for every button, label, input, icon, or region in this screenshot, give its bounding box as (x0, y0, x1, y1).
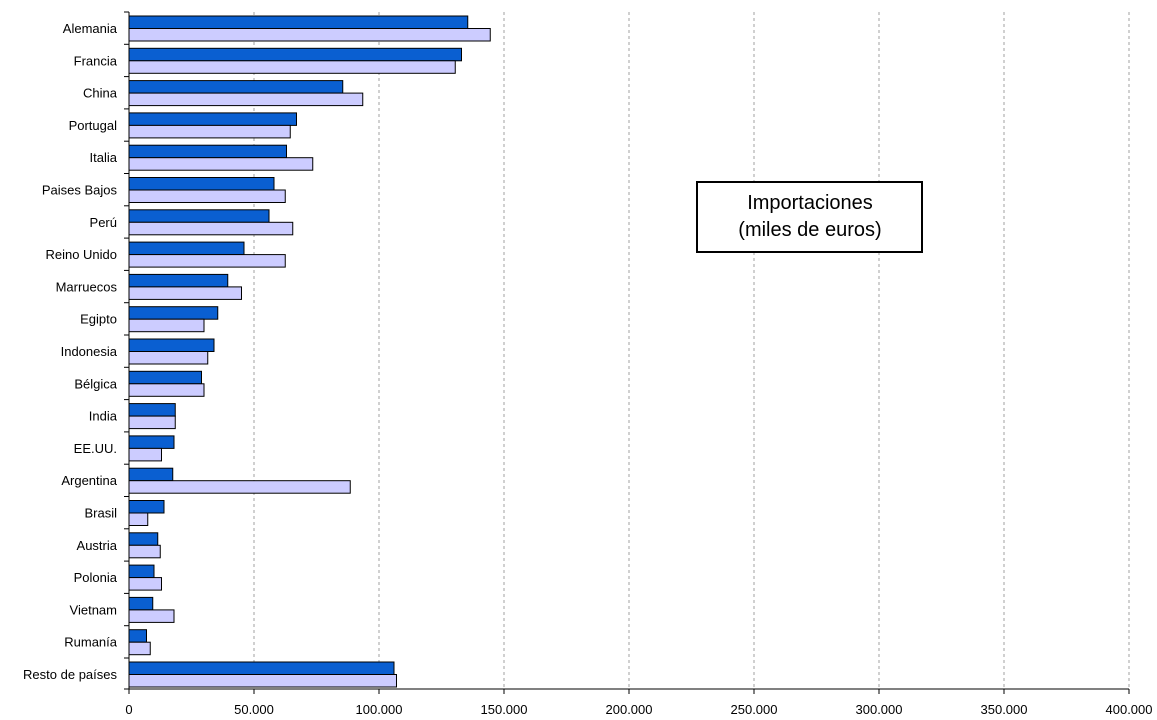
category-label: Resto de países (23, 667, 117, 682)
bar-series-1 (128, 209, 270, 223)
bar-series-1 (128, 564, 155, 579)
bars (128, 15, 491, 688)
category-label: Egipto (80, 312, 117, 327)
category-label: Marruecos (56, 279, 118, 294)
bar-series-1 (128, 403, 176, 417)
x-tick-label: 400.000 (1106, 702, 1153, 717)
bar-series-1 (128, 144, 287, 159)
bar-series-1 (128, 661, 395, 675)
category-label: Perú (90, 215, 117, 230)
bar-series-1 (128, 306, 219, 320)
x-tick-label: 200.000 (606, 702, 653, 717)
category-label: EE.UU. (74, 441, 117, 456)
bar-series-1 (128, 435, 175, 449)
bar-series-2 (128, 60, 456, 74)
category-label: Argentina (61, 473, 117, 488)
category-label: Alemania (63, 21, 118, 36)
bar-series-2 (128, 351, 209, 365)
bar-series-2 (128, 124, 291, 139)
bar-series-2 (128, 286, 242, 300)
x-tick-label: 50.000 (234, 702, 274, 717)
annotation-line-1: Importaciones (747, 192, 873, 214)
x-tick-labels: 0 50.000 100.000 150.000 200.000 250.000 300.0… (125, 702, 1152, 717)
x-tick-label: 0 (125, 702, 132, 717)
category-label: Paises Bajos (42, 183, 118, 198)
category-label: Austria (77, 538, 118, 553)
bar-series-2 (128, 544, 161, 559)
category-label: Italia (90, 150, 118, 165)
category-label: India (89, 409, 118, 424)
x-tick-label: 150.000 (481, 702, 528, 717)
bar-series-1 (128, 532, 159, 546)
x-tick-label: 350.000 (981, 702, 1028, 717)
bar-series-1 (128, 500, 165, 514)
bar-series-2 (128, 254, 286, 268)
bar-series-1 (128, 370, 202, 385)
bar-series-1 (128, 112, 297, 126)
bar-series-2 (128, 447, 162, 462)
x-tick-label: 300.000 (856, 702, 903, 717)
x-tick-label: 100.000 (356, 702, 403, 717)
bar-series-2 (128, 28, 491, 42)
bar-series-2 (128, 318, 205, 333)
bar-series-1 (128, 467, 174, 482)
bar-series-2 (128, 512, 149, 526)
gridlines (253, 12, 1130, 689)
bar-series-2 (128, 609, 175, 623)
category-label: Bélgica (74, 376, 117, 391)
category-label: Reino Unido (45, 247, 117, 262)
category-label: Portugal (69, 118, 118, 133)
bar-series-2 (128, 157, 314, 171)
bar-series-2 (128, 577, 162, 591)
bar-series-1 (128, 338, 215, 352)
category-label: Polonia (74, 570, 118, 585)
annotation-line-2: (miles de euros) (738, 219, 881, 241)
category-label: Rumanía (64, 635, 118, 650)
bar-series-2 (128, 189, 286, 203)
bar-series-2 (128, 674, 397, 688)
category-label: China (83, 86, 118, 101)
bar-series-1 (128, 47, 462, 62)
annotation-box: Importaciones (miles de euros) (696, 181, 923, 253)
bar-series-2 (128, 221, 294, 236)
bar-series-1 (128, 80, 344, 94)
category-labels: Alemania Francia China Portugal Italia Paises… (23, 21, 118, 682)
bar-series-1 (128, 596, 154, 611)
bar-series-1 (128, 273, 229, 288)
axes (124, 11, 1130, 694)
bar-series-2 (128, 92, 364, 107)
bar-series-1 (128, 177, 275, 191)
category-label: Vietnam (70, 602, 117, 617)
bar-series-2 (128, 641, 151, 656)
bar-series-1 (128, 15, 469, 29)
bar-series-2 (128, 415, 176, 430)
category-label: Francia (74, 53, 118, 68)
bar-series-1 (128, 241, 245, 256)
x-tick-label: 250.000 (731, 702, 778, 717)
bar-series-2 (128, 383, 205, 397)
category-label: Indonesia (61, 344, 118, 359)
bar-series-2 (128, 480, 351, 494)
bar-series-1 (128, 629, 147, 643)
category-label: Brasil (84, 506, 117, 521)
